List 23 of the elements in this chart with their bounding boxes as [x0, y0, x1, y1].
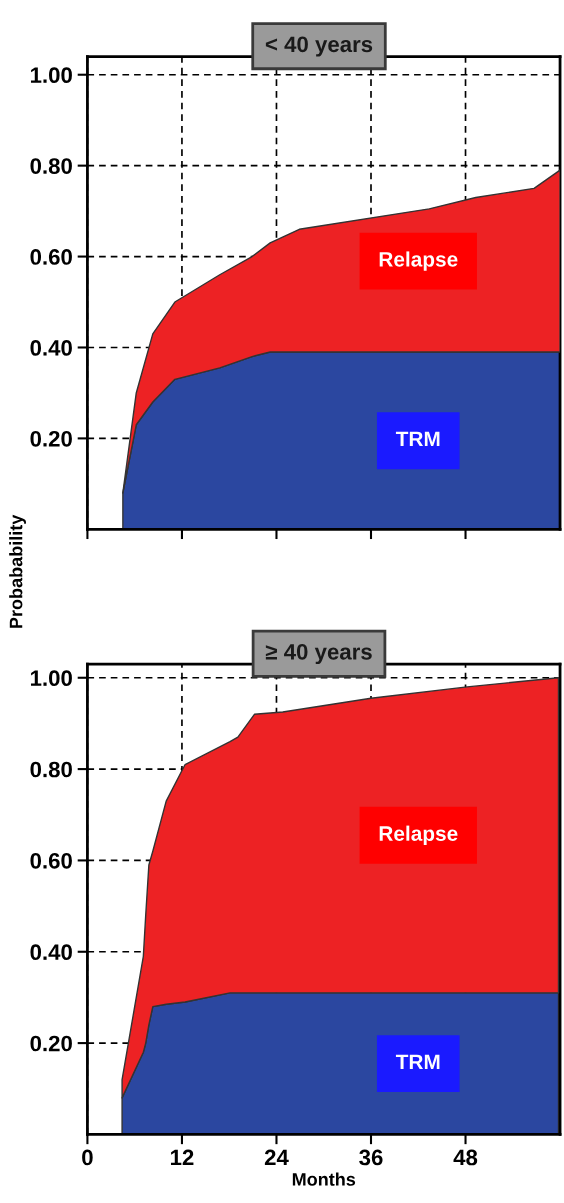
- y-tick-label: 0.40: [30, 340, 72, 356]
- x-tick-label: 24: [264, 1149, 289, 1166]
- series-label: TRM: [395, 431, 440, 447]
- x-tick-label: 12: [170, 1149, 194, 1166]
- x-axis-title: Months: [292, 1172, 356, 1186]
- series-label: TRM: [395, 1054, 440, 1070]
- chart-title: ≥ 40 years: [265, 643, 372, 665]
- y-tick-label: 1.00: [30, 670, 72, 687]
- x-tick-label: 36: [359, 1149, 383, 1166]
- x-tick-label: 48: [453, 1149, 478, 1166]
- y-tick-label: 0.60: [30, 249, 72, 265]
- y-tick-label: 0.80: [30, 158, 72, 174]
- y-tick-label: 0.40: [30, 944, 72, 961]
- y-axis-title: Probabability: [9, 514, 26, 628]
- y-tick-label: 0.20: [30, 1035, 72, 1052]
- series-label: Relapse: [379, 251, 458, 271]
- y-tick-label: 0.20: [30, 430, 72, 447]
- chart-title: < 40 years: [265, 36, 373, 57]
- y-tick-label: 0.60: [30, 852, 72, 869]
- series-label: Relapse: [379, 825, 458, 846]
- y-tick-label: 0.80: [30, 761, 72, 778]
- y-tick-label: 1.00: [30, 67, 72, 83]
- x-tick-label: 0: [82, 1149, 93, 1166]
